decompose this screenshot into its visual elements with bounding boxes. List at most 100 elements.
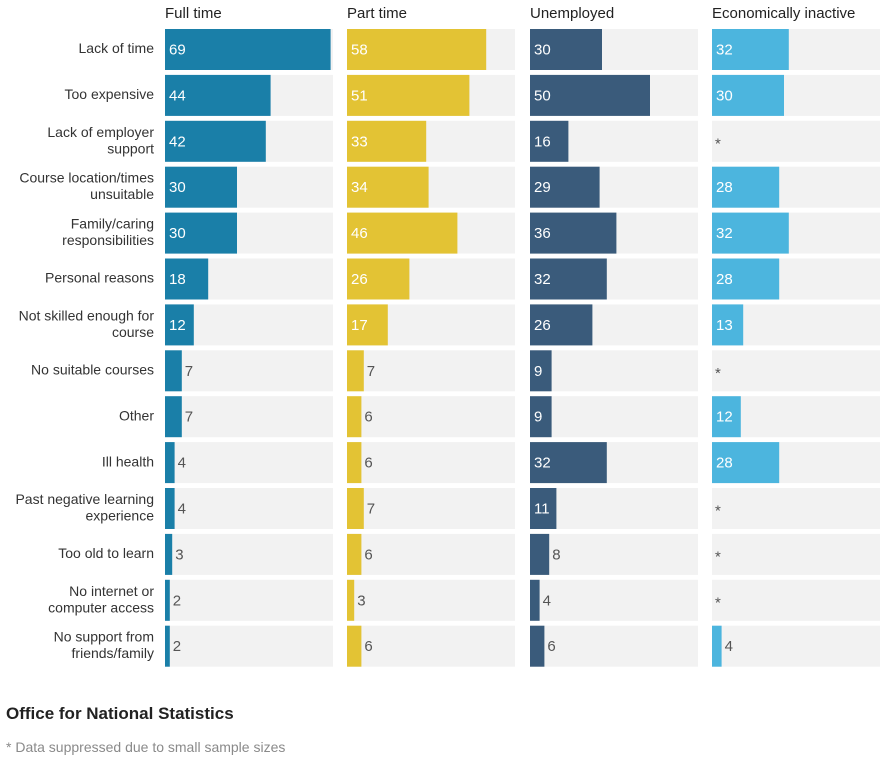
bar	[530, 442, 607, 484]
bar	[347, 74, 470, 116]
bar-background	[530, 488, 698, 529]
category-label-14: No support from friends/family	[54, 629, 154, 662]
bar-background	[165, 488, 333, 529]
bar-background	[165, 396, 333, 438]
bar	[347, 579, 355, 621]
category-label-2: Too expensive	[64, 86, 154, 102]
bar-background	[347, 488, 515, 529]
bar	[347, 442, 362, 484]
bar	[530, 74, 650, 116]
data-label: 7	[185, 363, 193, 380]
data-label: 4	[543, 592, 551, 609]
category-label-12: Too old to learn	[58, 545, 154, 561]
data-label: 12	[716, 409, 733, 426]
data-label: 18	[169, 271, 186, 288]
bar	[712, 29, 789, 70]
bar-background	[347, 625, 515, 667]
data-label: 4	[178, 455, 186, 472]
category-label-9: Other	[119, 407, 154, 423]
bar	[530, 166, 600, 208]
bar	[712, 396, 741, 438]
data-label: 6	[364, 455, 372, 472]
bar	[347, 304, 388, 346]
bar	[347, 29, 487, 70]
bar	[530, 488, 557, 529]
bar	[530, 396, 552, 438]
data-label: 46	[351, 225, 368, 242]
bar-background	[530, 396, 698, 438]
bar-background	[530, 350, 698, 392]
bar	[347, 488, 364, 529]
bar	[530, 120, 569, 162]
data-label: 9	[534, 363, 542, 380]
data-label: 34	[351, 179, 368, 196]
bar-background	[712, 488, 880, 529]
data-label: 6	[364, 638, 372, 655]
data-label: 42	[169, 133, 186, 150]
data-label: 7	[367, 363, 375, 380]
data-label: 30	[169, 225, 186, 242]
bar	[347, 166, 429, 208]
data-label: 9	[534, 409, 542, 426]
data-label: 30	[534, 41, 551, 58]
data-label: 3	[175, 546, 183, 563]
source-label: Office for National Statistics	[6, 704, 234, 723]
data-label: 26	[534, 317, 551, 334]
bar-background	[347, 396, 515, 438]
data-label: 2	[173, 592, 181, 609]
data-label: 6	[364, 546, 372, 563]
bar-background	[347, 350, 515, 392]
data-label: 28	[716, 271, 733, 288]
suppressed-marker: *	[715, 502, 721, 519]
data-label: 4	[725, 638, 733, 655]
suppressed-marker: *	[715, 594, 721, 611]
data-label: 13	[716, 317, 733, 334]
data-label: 44	[169, 87, 186, 104]
bar	[712, 304, 744, 346]
footnote: * Data suppressed due to small sample si…	[6, 739, 286, 755]
bar	[165, 533, 173, 575]
bar-background	[347, 442, 515, 484]
bar-background	[165, 533, 333, 575]
data-label: 32	[716, 225, 733, 242]
panel-title-1: Full time	[165, 5, 222, 22]
data-label: 17	[351, 317, 368, 334]
panel-title-4: Economically inactive	[712, 5, 855, 22]
bar	[530, 350, 552, 392]
bar-background	[712, 579, 880, 621]
bar	[530, 29, 602, 70]
data-label: 32	[534, 455, 551, 472]
data-label: 7	[185, 409, 193, 426]
bar	[712, 166, 780, 208]
data-label: 36	[534, 225, 551, 242]
bar-background	[712, 625, 880, 667]
bar	[347, 212, 458, 254]
bar	[712, 258, 780, 300]
suppressed-marker: *	[715, 365, 721, 382]
bar	[347, 625, 362, 667]
bar-background	[530, 579, 698, 621]
category-label-1: Lack of time	[79, 40, 155, 56]
data-label: 30	[716, 87, 733, 104]
bar	[165, 350, 182, 392]
data-label: 69	[169, 41, 186, 58]
bar	[530, 579, 540, 621]
bar	[165, 212, 237, 254]
suppressed-marker: *	[715, 135, 721, 152]
data-label: 8	[552, 546, 560, 563]
category-label-4: Course location/times unsuitable	[19, 170, 154, 203]
data-label: 30	[169, 179, 186, 196]
data-label: 32	[534, 271, 551, 288]
data-label: 26	[351, 271, 368, 288]
category-label-11: Past negative learning experience	[15, 491, 154, 524]
category-label-5: Family/caring responsibilities	[62, 216, 154, 249]
bar	[530, 625, 545, 667]
data-label: 28	[716, 455, 733, 472]
bar	[347, 120, 427, 162]
panel-title-2: Part time	[347, 5, 407, 22]
bar-background	[530, 625, 698, 667]
data-label: 11	[534, 500, 550, 517]
data-label: 3	[357, 592, 365, 609]
bar	[165, 625, 170, 667]
